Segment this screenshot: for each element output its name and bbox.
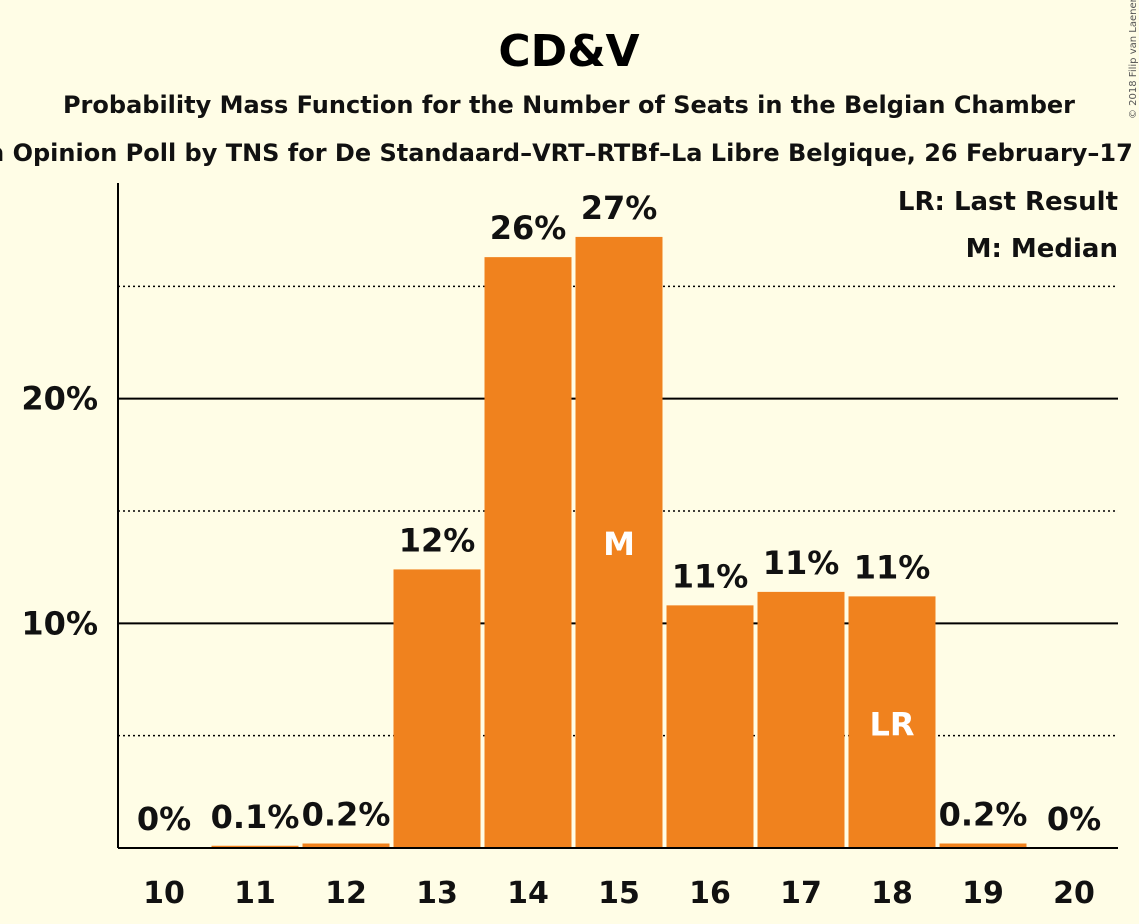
chart-subtitle: Probability Mass Function for the Number… <box>63 91 1075 119</box>
legend-last-result: LR: Last Result <box>898 187 1118 217</box>
value-label-19: 0.2% <box>939 796 1028 834</box>
value-label-15: 27% <box>581 189 658 227</box>
in-bar-label-m: M <box>603 525 635 563</box>
bar-16 <box>666 605 754 848</box>
x-tick-label: 14 <box>507 876 549 911</box>
chart-title: CD&V <box>498 26 639 77</box>
chart-source-subtitle: Based on an Opinion Poll by TNS for De S… <box>0 139 1139 167</box>
bar-19 <box>939 843 1027 848</box>
x-tick-label: 13 <box>416 876 458 911</box>
value-label-11: 0.1% <box>211 798 300 836</box>
axes: 10% 20% 10 11 12 13 14 15 16 17 18 19 20 <box>21 183 1118 911</box>
value-label-12: 0.2% <box>302 796 391 834</box>
x-tick-label: 16 <box>689 876 731 911</box>
value-label-13: 12% <box>399 521 476 559</box>
bar-18 <box>848 596 936 848</box>
bar-13 <box>393 569 481 848</box>
value-label-20: 0% <box>1047 800 1101 838</box>
in-bar-label-lr: LR <box>869 705 914 743</box>
x-tick-label: 20 <box>1053 876 1095 911</box>
x-tick-label: 18 <box>871 876 913 911</box>
x-tick-label: 19 <box>962 876 1004 911</box>
legend-median: M: Median <box>966 234 1118 264</box>
value-label-14: 26% <box>490 209 567 247</box>
y-tick-label: 10% <box>21 604 98 642</box>
bar-11 <box>211 845 299 848</box>
y-tick-label: 20% <box>21 380 98 418</box>
bar-17 <box>757 591 845 848</box>
x-tick-label: 15 <box>598 876 640 911</box>
x-tick-label: 10 <box>143 876 185 911</box>
value-label-17: 11% <box>763 544 840 582</box>
bar-12 <box>302 843 390 848</box>
bars <box>211 236 1027 848</box>
value-label-10: 0% <box>137 800 191 838</box>
x-tick-label: 11 <box>234 876 276 911</box>
bar-14 <box>484 257 572 848</box>
x-tick-label: 17 <box>780 876 822 911</box>
value-label-18: 11% <box>854 548 931 586</box>
copyright-notice: © 2018 Filip van Laenen <box>1128 0 1139 119</box>
value-label-16: 11% <box>672 557 749 595</box>
x-tick-label: 12 <box>325 876 367 911</box>
value-labels: 0% 0.1% 0.2%12%26%27%11% 11% 11%0.2% 0%MLR <box>137 189 1101 838</box>
bar-15 <box>575 236 663 848</box>
